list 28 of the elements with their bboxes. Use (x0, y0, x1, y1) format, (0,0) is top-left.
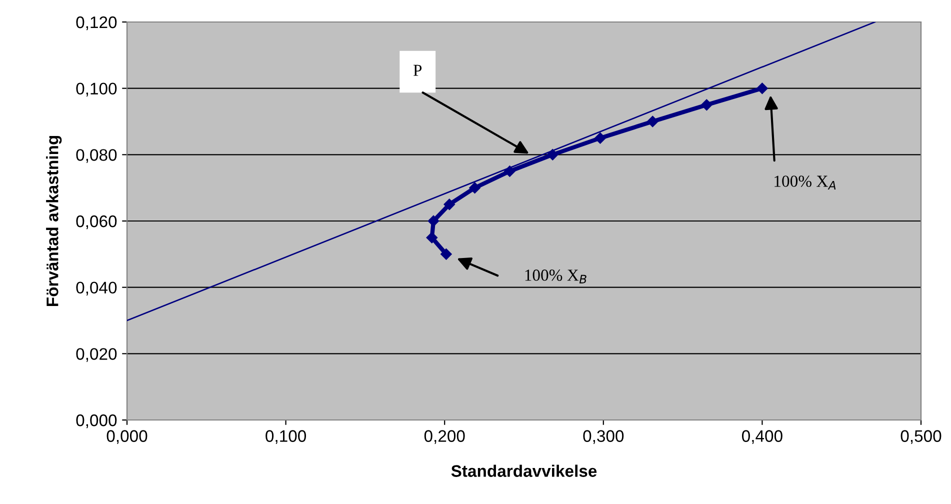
y-tick-label: 0,060 (76, 215, 117, 230)
y-tick-label: 0,120 (76, 16, 117, 30)
x-tick-label: 0,200 (424, 430, 465, 444)
point (647, 116, 658, 128)
point (444, 198, 455, 210)
x-axis-title: Standardavvikelse (451, 464, 597, 477)
x-tick-label: 0,100 (266, 430, 306, 444)
x-tick-label: 0,000 (106, 430, 148, 444)
y-axis-title: Förväntad avkastning (46, 136, 62, 306)
annotation: P (413, 64, 422, 76)
x-tick-label: 0,400 (742, 430, 782, 444)
point (426, 232, 438, 244)
y-tick-label: 0,020 (76, 348, 117, 362)
point (469, 182, 480, 194)
annotation: 100% X$_{A}$ (774, 176, 836, 190)
point (546, 149, 558, 160)
point (701, 99, 712, 111)
point (594, 132, 606, 144)
point (440, 248, 452, 260)
x-tick-label: 0,500 (900, 430, 942, 444)
annotation: 100% X$_{B}$ (525, 270, 586, 284)
point (428, 215, 440, 227)
y-tick-label: 0,080 (76, 149, 117, 163)
x-tick-label: 0,300 (583, 430, 624, 444)
y-tick-label: 0,100 (76, 82, 117, 97)
y-tick-label: 0,040 (76, 282, 117, 296)
y-tick-label: 0,000 (76, 414, 117, 428)
point (756, 82, 768, 94)
